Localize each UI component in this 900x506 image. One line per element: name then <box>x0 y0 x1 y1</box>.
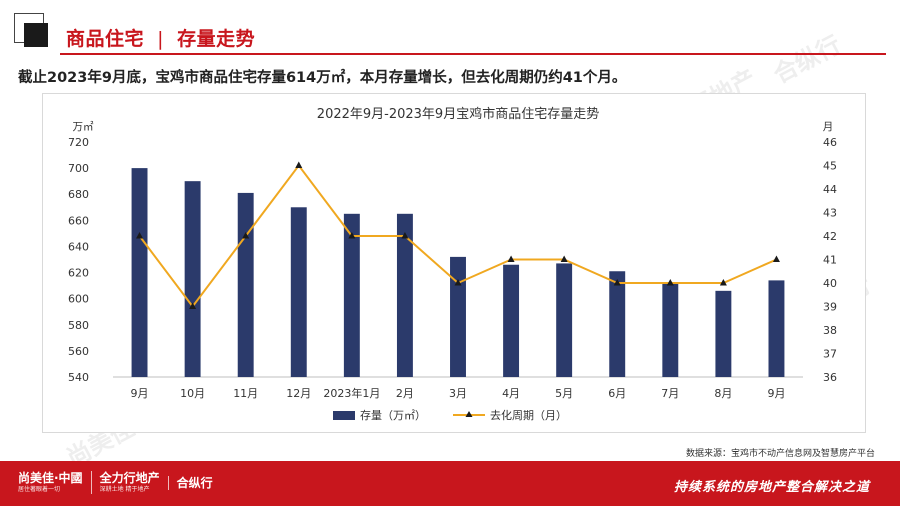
y-right-tick-label: 44 <box>823 183 837 196</box>
x-tick-label: 2月 <box>396 387 414 400</box>
x-tick-label: 10月 <box>180 387 205 400</box>
x-tick-label: 7月 <box>661 387 679 400</box>
y-right-tick-label: 39 <box>823 301 837 314</box>
line-point-marker <box>507 255 515 262</box>
y-left-tick-label: 700 <box>68 162 89 175</box>
source-note: 数据来源：宝鸡市不动产信息网及智慧房产平台 <box>685 449 875 459</box>
bar-stock <box>609 271 626 377</box>
y-left-tick-label: 660 <box>68 214 89 227</box>
bar-stock <box>556 263 573 377</box>
footer-brand: 尚美佳·中國 居住著眼着一切 <box>10 471 91 494</box>
bar-stock <box>343 213 360 377</box>
footer-brands: 尚美佳·中國 居住著眼着一切 全力行地产 深耕土地 精于地产 合纵行 <box>10 471 221 494</box>
legend-label-destock: 去化周期（月） <box>490 408 567 422</box>
y-right-tick-label: 37 <box>823 348 837 361</box>
y-right-tick-label: 42 <box>823 230 837 243</box>
y-right-tick-label: 40 <box>823 277 837 290</box>
chart-title: 2022年9月-2023年9月宝鸡市商品住宅存量走势 <box>317 106 599 122</box>
line-point-marker <box>666 279 674 286</box>
y-left-tick-label: 560 <box>68 345 89 358</box>
line-point-marker <box>295 161 303 168</box>
corner-decoration-square <box>24 23 48 47</box>
line-point-marker <box>560 255 568 262</box>
bar-stock <box>184 181 201 377</box>
y-right-tick-label: 38 <box>823 324 837 337</box>
y-left-unit: 万㎡ <box>73 121 94 133</box>
line-point-marker <box>719 279 727 286</box>
footer-brand: 全力行地产 深耕土地 精于地产 <box>90 471 168 494</box>
x-tick-label: 8月 <box>714 387 732 400</box>
line-point-marker <box>454 279 462 286</box>
y-right-tick-label: 43 <box>823 207 837 220</box>
y-left-tick-label: 680 <box>68 188 89 201</box>
section-title-main: 商品住宅 <box>66 28 145 50</box>
line-point-marker <box>401 232 409 239</box>
y-right-tick-label: 46 <box>823 136 837 149</box>
title-rule <box>60 53 886 55</box>
legend-swatch-stock <box>333 411 355 420</box>
footer-brand-name: 尚美佳·中國 <box>18 471 83 485</box>
x-tick-label: 2023年1月 <box>323 386 380 400</box>
y-left-tick-label: 600 <box>68 293 89 306</box>
x-tick-label: 5月 <box>555 387 573 400</box>
section-title-sub: 存量走势 <box>177 28 256 50</box>
line-point-marker <box>772 255 780 262</box>
y-left-tick-label: 640 <box>68 240 89 253</box>
y-right-unit: 月 <box>823 121 834 133</box>
bar-stock <box>503 264 520 377</box>
watermark-text: 合纵行 <box>768 30 846 89</box>
legend-marker-destock <box>465 411 473 417</box>
y-left-tick-label: 720 <box>68 136 89 149</box>
bar-stock <box>237 192 254 377</box>
line-point-marker <box>348 232 356 239</box>
summary-text: 截止2023年9月底，宝鸡市商品住宅存量614万㎡，本月存量增长，但去化周期仍约… <box>18 70 627 86</box>
footer-brand-sub: 深耕土地 精于地产 <box>99 486 150 493</box>
x-tick-label: 9月 <box>131 387 149 400</box>
x-tick-label: 9月 <box>767 387 785 400</box>
footer-bar: 尚美佳·中國 居住著眼着一切 全力行地产 深耕土地 精于地产 合纵行 持续系统的… <box>0 461 900 506</box>
bar-stock <box>396 213 413 377</box>
x-tick-label: 4月 <box>502 387 520 400</box>
y-right-tick-label: 45 <box>823 160 837 173</box>
x-tick-label: 6月 <box>608 387 626 400</box>
bar-stock <box>715 290 732 377</box>
footer-brand-sub: 居住著眼着一切 <box>18 486 61 493</box>
y-left-tick-label: 580 <box>68 319 89 332</box>
bar-stock <box>290 207 307 377</box>
x-tick-label: 3月 <box>449 387 467 400</box>
footer-brand-name: 合纵行 <box>176 475 213 490</box>
bar-stock <box>131 168 148 377</box>
chart-panel: 2022年9月-2023年9月宝鸡市商品住宅存量走势万㎡ 月 540 560 580 60… <box>42 93 866 433</box>
footer-slogan: 持续系统的房地产整合解决之道 <box>673 480 870 495</box>
footer-brand: 合纵行 <box>167 475 221 490</box>
y-right-tick-label: 41 <box>823 254 837 267</box>
x-tick-label: 12月 <box>286 387 311 400</box>
bar-stock <box>662 283 679 377</box>
line-point-marker <box>613 279 621 286</box>
section-title: 商品住宅 | 存量走势 <box>66 24 255 51</box>
y-left-tick-label: 620 <box>68 267 89 280</box>
line-point-marker <box>189 302 197 309</box>
line-point-marker <box>136 232 144 239</box>
footer-brand-name: 全力行地产 <box>99 471 160 485</box>
y-right-tick-label: 36 <box>823 371 837 384</box>
y-left-tick-label: 540 <box>68 371 89 384</box>
line-point-marker <box>242 232 250 239</box>
legend-label-stock: 存量（万㎡） <box>360 408 426 422</box>
x-tick-label: 11月 <box>233 387 258 400</box>
bar-stock <box>450 256 466 377</box>
section-title-divider: | <box>157 28 165 50</box>
bar-stock <box>768 280 785 377</box>
